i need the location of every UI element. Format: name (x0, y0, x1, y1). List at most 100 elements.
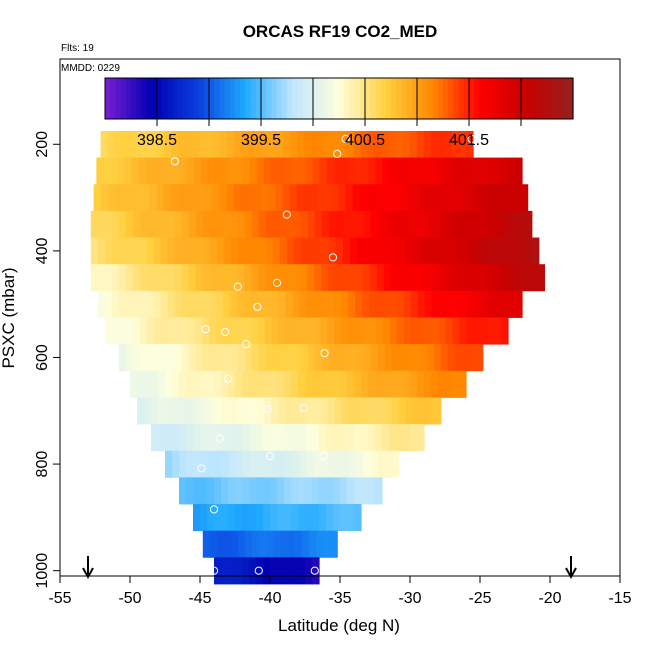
heatmap-cell (249, 370, 257, 398)
heatmap-cell (139, 344, 148, 372)
heatmap-cell (144, 370, 152, 398)
heatmap-cell (97, 237, 106, 265)
heatmap-cell (195, 290, 203, 318)
heatmap-cell (404, 264, 413, 292)
heatmap-cell (298, 504, 306, 532)
heatmap-cell (382, 370, 390, 398)
heatmap-cell (319, 477, 327, 505)
heatmap-cell (202, 264, 211, 292)
heatmap-cell (340, 370, 348, 398)
heatmap-cell (431, 290, 440, 318)
heatmap-cell (202, 530, 211, 558)
heatmap-cell (128, 184, 137, 212)
heatmap-cell (367, 130, 376, 158)
heatmap-cell (202, 237, 211, 265)
y-tick-label: 800 (34, 451, 51, 478)
heatmap-cell (334, 290, 342, 318)
heatmap-cell (207, 450, 216, 478)
heatmap-cell (481, 264, 490, 292)
heatmap-cell (480, 157, 488, 185)
heatmap-cell (363, 210, 372, 238)
heatmap-cell (292, 450, 301, 478)
heatmap-cell (369, 290, 377, 318)
heatmap-cell (298, 157, 307, 185)
colorbar-swatch (323, 78, 330, 119)
heatmap-cell (305, 157, 314, 185)
heatmap-cell (284, 370, 292, 398)
colorbar-swatch (469, 78, 475, 119)
heatmap-cell (312, 157, 321, 185)
heatmap-cell (513, 184, 522, 212)
heatmap-cell (312, 504, 320, 532)
arrow-marker-end (565, 556, 577, 580)
colorbar-swatch (547, 78, 553, 119)
heatmap-cell (391, 344, 400, 372)
heatmap-cell (242, 477, 250, 505)
heatmap-cell (431, 317, 440, 345)
x-tick-label: -40 (258, 590, 281, 607)
heatmap-cell (271, 450, 279, 478)
heatmap-cell (167, 317, 175, 345)
colorbar-swatch (406, 78, 413, 119)
heatmap-cell (467, 264, 476, 292)
colorbar-swatch (365, 78, 371, 119)
heatmap-cell (327, 397, 336, 425)
heatmap-cell (125, 344, 134, 372)
heatmap-cell (240, 184, 249, 212)
heatmap-cell (354, 370, 362, 398)
heatmap-cell (370, 210, 379, 238)
heatmap-cell (424, 370, 432, 398)
heatmap-cell (327, 290, 335, 318)
heatmap-cell (163, 184, 172, 212)
heatmap-cell (146, 264, 155, 292)
heatmap-cell (277, 557, 285, 585)
heatmap-cell (256, 157, 265, 185)
chart-title: ORCAS RF19 CO2_MED (243, 22, 438, 41)
colorbar-tick-label: 401.5 (449, 132, 489, 149)
heatmap-cell (228, 157, 237, 185)
heatmap-cell (433, 397, 442, 425)
heatmap-cell (132, 344, 141, 372)
heatmap-cell (446, 264, 455, 292)
heatmap-cell (454, 210, 463, 238)
heatmap-cell (229, 317, 238, 345)
heatmap-cell (231, 530, 239, 558)
heatmap-cell (259, 530, 268, 558)
heatmap-cell (313, 397, 322, 425)
heatmap-cell (146, 237, 155, 265)
heatmap-cell (368, 317, 377, 345)
heatmap-cell (480, 317, 488, 345)
heatmap-cell (235, 557, 243, 585)
colorbar-swatch (307, 78, 314, 119)
heatmap-cell (410, 370, 418, 398)
colorbar-swatch (370, 78, 376, 119)
heatmap-cell (251, 344, 260, 372)
colorbar-swatch (318, 78, 324, 119)
heatmap-cell (475, 344, 484, 372)
heatmap-cell (284, 157, 293, 185)
heatmap-cell (492, 184, 501, 212)
heatmap-cell (482, 210, 491, 238)
heatmap-cell (424, 317, 433, 345)
heatmap-cell (384, 210, 393, 238)
heatmap-cell (319, 157, 328, 185)
heatmap-cell (348, 317, 356, 345)
heatmap-cell (417, 157, 425, 185)
heatmap-cell (419, 210, 428, 238)
heatmap-cell (193, 450, 202, 478)
heatmap-cell (293, 237, 302, 265)
heatmap-cell (338, 184, 347, 212)
heatmap-cell (501, 157, 509, 185)
colorbar-swatch (463, 78, 470, 119)
x-tick-label: -50 (118, 590, 141, 607)
heatmap-cell (166, 157, 174, 185)
heatmap-cell (117, 157, 125, 185)
heatmap-cell (383, 264, 392, 292)
heatmap-cell (230, 210, 239, 238)
heatmap-cell (104, 264, 113, 292)
heatmap-cell (195, 344, 204, 372)
sample-point (319, 452, 328, 461)
heatmap-cell (249, 424, 257, 452)
heatmap-cell (524, 237, 533, 265)
heatmap-cell (130, 370, 138, 398)
